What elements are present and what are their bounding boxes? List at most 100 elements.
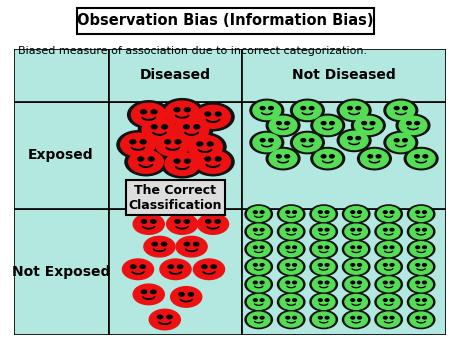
- Circle shape: [278, 258, 305, 276]
- Circle shape: [142, 118, 177, 141]
- Circle shape: [138, 157, 144, 161]
- Circle shape: [141, 290, 147, 294]
- Circle shape: [253, 228, 257, 231]
- Circle shape: [278, 222, 305, 241]
- Circle shape: [407, 149, 435, 168]
- Circle shape: [165, 152, 199, 175]
- Circle shape: [161, 150, 203, 178]
- Circle shape: [194, 259, 225, 280]
- Circle shape: [384, 99, 418, 122]
- Circle shape: [416, 316, 420, 319]
- Circle shape: [184, 242, 189, 246]
- Circle shape: [269, 139, 273, 142]
- Circle shape: [423, 299, 427, 301]
- Circle shape: [390, 299, 394, 301]
- Circle shape: [319, 299, 322, 301]
- Circle shape: [207, 142, 213, 146]
- Circle shape: [348, 106, 352, 110]
- Circle shape: [416, 228, 420, 231]
- Circle shape: [266, 147, 300, 170]
- Circle shape: [260, 264, 264, 266]
- Circle shape: [407, 205, 435, 223]
- Circle shape: [345, 207, 367, 221]
- Circle shape: [202, 265, 207, 268]
- Circle shape: [375, 240, 402, 258]
- Text: Exposed: Exposed: [28, 148, 94, 162]
- Circle shape: [269, 116, 297, 135]
- Circle shape: [309, 106, 314, 110]
- Circle shape: [215, 220, 220, 223]
- Circle shape: [390, 211, 394, 213]
- Circle shape: [407, 275, 435, 293]
- Circle shape: [253, 134, 281, 152]
- Circle shape: [351, 264, 355, 266]
- Circle shape: [286, 264, 290, 266]
- Circle shape: [410, 294, 432, 309]
- Circle shape: [416, 264, 420, 266]
- Circle shape: [319, 316, 322, 319]
- Circle shape: [404, 147, 438, 170]
- Circle shape: [266, 114, 300, 137]
- Circle shape: [399, 116, 427, 135]
- Circle shape: [192, 148, 234, 176]
- Circle shape: [248, 294, 270, 309]
- Circle shape: [356, 137, 360, 140]
- Circle shape: [351, 299, 355, 301]
- Circle shape: [358, 211, 361, 213]
- Circle shape: [293, 134, 321, 152]
- Circle shape: [394, 106, 399, 110]
- Circle shape: [340, 101, 368, 120]
- Circle shape: [260, 211, 264, 213]
- Circle shape: [151, 290, 156, 294]
- Circle shape: [312, 277, 335, 292]
- Circle shape: [285, 122, 289, 125]
- Circle shape: [342, 222, 370, 241]
- Circle shape: [215, 157, 221, 161]
- Circle shape: [312, 259, 335, 274]
- Circle shape: [286, 316, 290, 319]
- Circle shape: [358, 246, 361, 248]
- Circle shape: [342, 275, 370, 293]
- Circle shape: [375, 258, 402, 276]
- Circle shape: [337, 129, 371, 151]
- Circle shape: [280, 312, 302, 327]
- Circle shape: [410, 277, 432, 292]
- Circle shape: [286, 228, 290, 231]
- Circle shape: [128, 101, 170, 129]
- Circle shape: [168, 265, 174, 268]
- Circle shape: [348, 137, 352, 140]
- Circle shape: [351, 211, 355, 213]
- Circle shape: [416, 246, 420, 248]
- Circle shape: [152, 131, 194, 159]
- Circle shape: [378, 224, 400, 239]
- Circle shape: [376, 155, 381, 158]
- Circle shape: [248, 224, 270, 239]
- Circle shape: [192, 103, 234, 131]
- Circle shape: [205, 112, 211, 116]
- FancyBboxPatch shape: [243, 102, 446, 209]
- Circle shape: [358, 281, 361, 284]
- Circle shape: [378, 207, 400, 221]
- Circle shape: [167, 315, 172, 319]
- Circle shape: [378, 294, 400, 309]
- FancyBboxPatch shape: [14, 209, 108, 335]
- Circle shape: [253, 211, 257, 213]
- Circle shape: [325, 281, 329, 284]
- Circle shape: [375, 205, 402, 223]
- Circle shape: [292, 228, 297, 231]
- Circle shape: [415, 122, 419, 125]
- Circle shape: [151, 110, 157, 114]
- FancyBboxPatch shape: [243, 209, 446, 335]
- Circle shape: [375, 222, 402, 241]
- Circle shape: [383, 211, 387, 213]
- Circle shape: [130, 265, 136, 268]
- Circle shape: [280, 259, 302, 274]
- Circle shape: [358, 316, 361, 319]
- Circle shape: [245, 258, 272, 276]
- Circle shape: [158, 315, 163, 319]
- Circle shape: [278, 293, 305, 311]
- Circle shape: [407, 222, 435, 241]
- FancyBboxPatch shape: [108, 49, 243, 102]
- Circle shape: [345, 259, 367, 274]
- Text: Observation Bias (Information Bias): Observation Bias (Information Bias): [77, 13, 373, 28]
